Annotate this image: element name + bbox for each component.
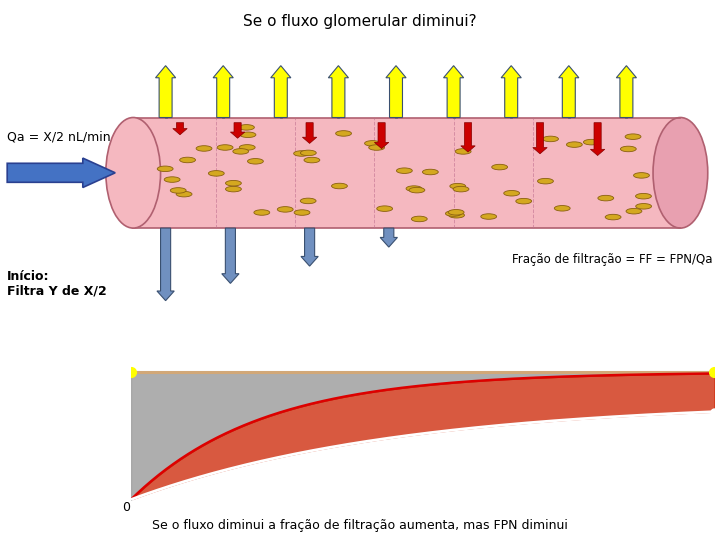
FancyArrow shape <box>590 123 605 156</box>
Ellipse shape <box>300 150 316 156</box>
Ellipse shape <box>294 210 310 215</box>
Ellipse shape <box>449 210 464 215</box>
Ellipse shape <box>538 178 554 184</box>
Ellipse shape <box>634 173 649 178</box>
Text: Qa = X/2 nL/min: Qa = X/2 nL/min <box>7 130 111 143</box>
Ellipse shape <box>300 198 316 204</box>
FancyArrow shape <box>157 228 174 301</box>
Ellipse shape <box>208 171 224 176</box>
Ellipse shape <box>304 157 320 163</box>
Ellipse shape <box>449 212 464 218</box>
Text: Se o fluxo diminui a fração de filtração aumenta, mas FPN diminui: Se o fluxo diminui a fração de filtração… <box>152 519 568 532</box>
Ellipse shape <box>248 159 264 164</box>
Ellipse shape <box>455 148 471 154</box>
Ellipse shape <box>583 139 599 145</box>
Ellipse shape <box>254 210 270 215</box>
Ellipse shape <box>171 188 186 193</box>
Ellipse shape <box>180 157 196 163</box>
Ellipse shape <box>453 186 469 192</box>
Ellipse shape <box>364 140 380 146</box>
Text: Início:
Filtra Y de X/2: Início: Filtra Y de X/2 <box>7 269 107 298</box>
FancyArrow shape <box>222 228 239 284</box>
FancyArrow shape <box>173 123 187 135</box>
Ellipse shape <box>369 145 384 150</box>
Ellipse shape <box>176 191 192 197</box>
Ellipse shape <box>567 142 582 147</box>
FancyArrow shape <box>271 66 291 118</box>
Ellipse shape <box>554 206 570 211</box>
Ellipse shape <box>406 186 422 191</box>
Ellipse shape <box>294 151 310 156</box>
Ellipse shape <box>409 187 425 193</box>
Ellipse shape <box>626 208 642 214</box>
Ellipse shape <box>397 168 413 173</box>
Ellipse shape <box>217 145 233 150</box>
Ellipse shape <box>196 146 212 151</box>
FancyArrow shape <box>444 66 464 118</box>
Ellipse shape <box>233 148 248 154</box>
FancyArrow shape <box>7 158 115 187</box>
Polygon shape <box>133 118 680 228</box>
Text: mmHg: mmHg <box>137 343 174 353</box>
Ellipse shape <box>492 164 508 170</box>
Ellipse shape <box>481 214 497 219</box>
FancyArrow shape <box>461 123 475 152</box>
Ellipse shape <box>377 206 392 211</box>
FancyArrow shape <box>386 66 406 118</box>
Ellipse shape <box>543 136 559 141</box>
Text: Se o fluxo glomerular diminui?: Se o fluxo glomerular diminui? <box>243 14 477 29</box>
Ellipse shape <box>164 177 180 183</box>
Ellipse shape <box>606 214 621 220</box>
FancyArrow shape <box>328 66 348 118</box>
Ellipse shape <box>636 204 652 209</box>
FancyArrow shape <box>302 123 317 144</box>
Ellipse shape <box>331 183 347 189</box>
Ellipse shape <box>598 195 613 201</box>
FancyArrow shape <box>559 66 579 118</box>
Ellipse shape <box>450 184 466 189</box>
FancyArrow shape <box>374 123 389 148</box>
Ellipse shape <box>423 169 438 175</box>
Ellipse shape <box>621 146 636 152</box>
Ellipse shape <box>240 132 256 138</box>
FancyArrow shape <box>501 66 521 118</box>
FancyArrow shape <box>616 66 636 118</box>
Ellipse shape <box>516 198 531 204</box>
Text: Fração de filtração = FF = FPN/Qa: Fração de filtração = FF = FPN/Qa <box>513 253 713 266</box>
FancyArrow shape <box>156 66 176 118</box>
Ellipse shape <box>225 186 241 192</box>
FancyArrow shape <box>213 66 233 118</box>
Ellipse shape <box>625 134 641 139</box>
Ellipse shape <box>277 207 293 212</box>
FancyArrow shape <box>533 123 547 154</box>
FancyArrow shape <box>301 228 318 266</box>
FancyArrow shape <box>380 228 397 247</box>
Ellipse shape <box>446 211 462 217</box>
Ellipse shape <box>411 216 427 222</box>
Ellipse shape <box>239 145 255 150</box>
Text: 0: 0 <box>122 501 130 514</box>
Ellipse shape <box>636 193 652 199</box>
Ellipse shape <box>336 131 351 136</box>
Ellipse shape <box>106 118 161 228</box>
Ellipse shape <box>157 166 173 172</box>
Ellipse shape <box>653 118 708 228</box>
Ellipse shape <box>225 180 241 186</box>
Ellipse shape <box>238 125 254 130</box>
Ellipse shape <box>504 191 520 196</box>
FancyArrow shape <box>230 123 245 138</box>
